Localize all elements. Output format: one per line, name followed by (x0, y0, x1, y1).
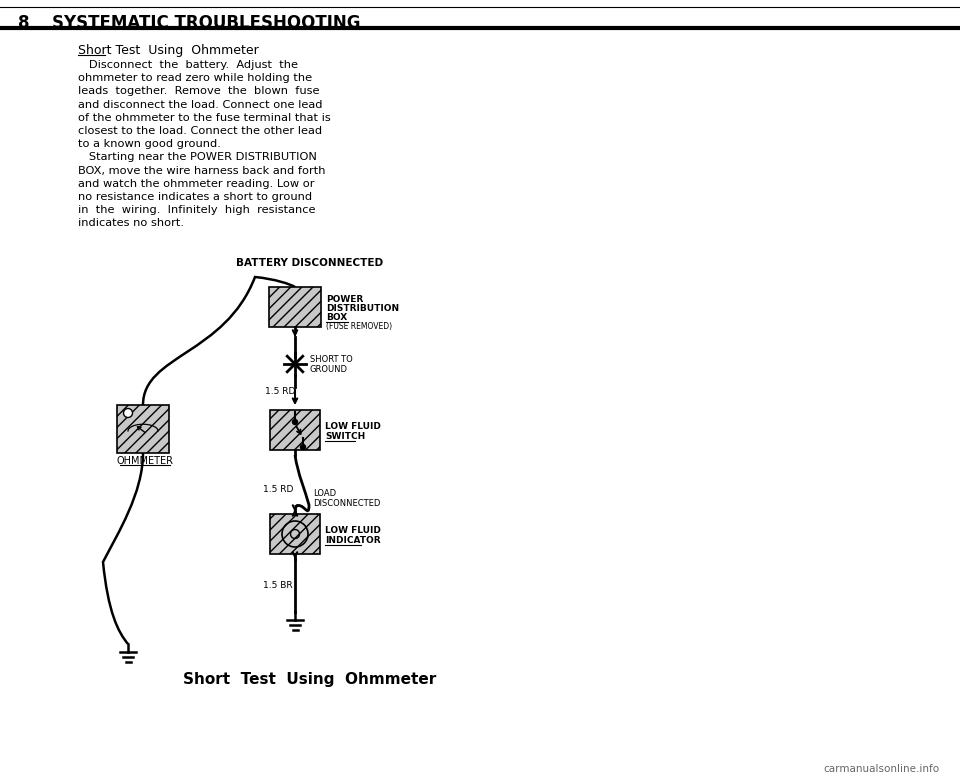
Text: of the ohmmeter to the fuse terminal that is: of the ohmmeter to the fuse terminal tha… (78, 113, 331, 123)
Text: LOAD: LOAD (313, 489, 336, 497)
Text: DISCONNECTED: DISCONNECTED (313, 498, 380, 508)
Text: SHORT TO: SHORT TO (310, 354, 352, 364)
Text: LOW FLUID: LOW FLUID (325, 422, 381, 431)
Text: Short Test  Using  Ohmmeter: Short Test Using Ohmmeter (78, 44, 259, 57)
Text: Short  Test  Using  Ohmmeter: Short Test Using Ohmmeter (183, 672, 437, 687)
Text: leads  together.  Remove  the  blown  fuse: leads together. Remove the blown fuse (78, 86, 320, 96)
Text: BOX: BOX (326, 313, 348, 322)
Text: DISTRIBUTION: DISTRIBUTION (326, 304, 399, 313)
Text: SWITCH: SWITCH (325, 432, 365, 441)
Text: BATTERY DISCONNECTED: BATTERY DISCONNECTED (236, 258, 384, 268)
Text: OHMMETER: OHMMETER (116, 456, 174, 466)
Bar (269, 287, 321, 327)
Circle shape (124, 408, 132, 418)
Text: Starting near the POWER DISTRIBUTION: Starting near the POWER DISTRIBUTION (78, 152, 317, 163)
Text: to a known good ground.: to a known good ground. (78, 139, 221, 149)
Text: LOW FLUID: LOW FLUID (325, 526, 381, 535)
Text: carmanualsonline.info: carmanualsonline.info (824, 764, 940, 774)
Text: INDICATOR: INDICATOR (325, 536, 380, 545)
Text: closest to the load. Connect the other lead: closest to the load. Connect the other l… (78, 126, 323, 136)
Text: (FUSE REMOVED): (FUSE REMOVED) (326, 322, 392, 331)
Circle shape (293, 419, 298, 425)
Text: Disconnect  the  battery.  Adjust  the: Disconnect the battery. Adjust the (78, 60, 298, 70)
Text: 1.5 BR: 1.5 BR (263, 582, 293, 590)
Circle shape (300, 444, 305, 450)
Text: BOX, move the wire harness back and forth: BOX, move the wire harness back and fort… (78, 166, 325, 176)
Text: POWER: POWER (326, 295, 363, 304)
Text: and watch the ohmmeter reading. Low or: and watch the ohmmeter reading. Low or (78, 179, 315, 188)
Bar (270, 514, 320, 554)
Text: in  the  wiring.  Infinitely  high  resistance: in the wiring. Infinitely high resistanc… (78, 205, 316, 215)
Text: ohmmeter to read zero while holding the: ohmmeter to read zero while holding the (78, 74, 312, 83)
Bar (117, 405, 169, 453)
Text: 1.5 RD: 1.5 RD (263, 486, 294, 494)
Text: no resistance indicates a short to ground: no resistance indicates a short to groun… (78, 192, 312, 202)
Text: SYSTEMATIC TROUBLESHOOTING: SYSTEMATIC TROUBLESHOOTING (52, 14, 361, 32)
Text: 8: 8 (18, 14, 30, 32)
Text: GROUND: GROUND (310, 364, 348, 374)
Bar (270, 410, 320, 450)
Text: and disconnect the load. Connect one lead: and disconnect the load. Connect one lea… (78, 99, 323, 109)
Text: indicates no short.: indicates no short. (78, 218, 184, 228)
Text: 1.5 RD: 1.5 RD (265, 388, 296, 396)
